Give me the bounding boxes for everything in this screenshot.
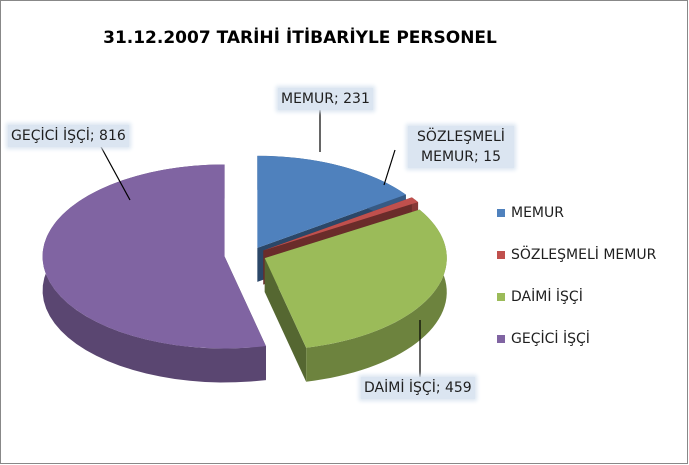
data-label: DAİMİ İŞÇİ; 459 [361, 377, 475, 399]
legend-swatch [497, 251, 505, 259]
chart-title: 31.12.2007 TARİHİ İTİBARİYLE PERSONEL [103, 26, 497, 48]
legend-swatch [497, 209, 505, 217]
legend-label: GEÇİCİ İŞÇİ [511, 329, 590, 347]
slice-side [264, 258, 307, 382]
slice-wall [306, 209, 447, 382]
pie-slice [42, 164, 266, 383]
legend-swatch [497, 335, 505, 343]
pie-slice [264, 209, 447, 382]
slice-top [264, 209, 447, 348]
slice-top [42, 164, 266, 349]
leader-line [99, 144, 131, 201]
leader-line [383, 149, 396, 186]
slice-top [263, 197, 419, 251]
slice-top [257, 155, 406, 248]
legend-label: DAİMİ İŞÇİ [511, 287, 583, 305]
legend-swatch [497, 293, 505, 301]
data-label: SÖZLEŞMELİ MEMUR; 15 [408, 126, 514, 168]
legend-label: SÖZLEŞMELİ MEMUR [511, 245, 657, 263]
legend-label: MEMUR [511, 205, 564, 221]
data-label: MEMUR; 231 [278, 88, 373, 110]
data-label: GEÇİCİ İŞÇİ; 816 [8, 125, 129, 147]
